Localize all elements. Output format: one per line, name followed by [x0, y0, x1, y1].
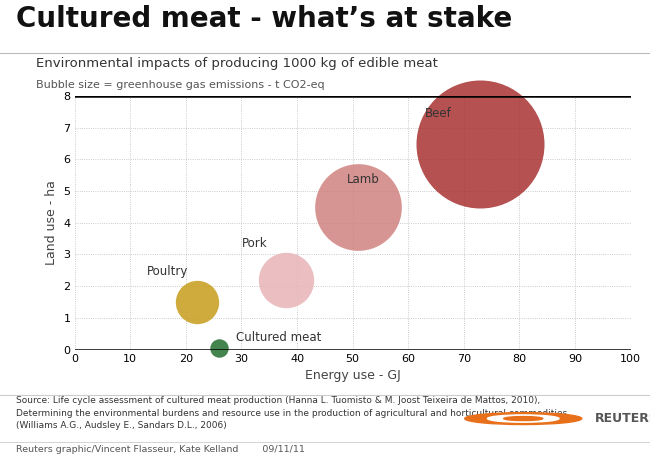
Point — [192, 298, 202, 306]
Text: Bubble size = greenhouse gas emissions - t CO2-eq: Bubble size = greenhouse gas emissions -… — [36, 80, 324, 90]
Text: REUTERS: REUTERS — [595, 412, 650, 425]
Point — [353, 203, 363, 211]
Circle shape — [488, 415, 559, 422]
Text: Cultured meat: Cultured meat — [236, 331, 321, 344]
Text: Source: Life cycle assessment of cultured meat production (Hanna L. Tuomisto & M: Source: Life cycle assessment of culture… — [16, 396, 567, 430]
Circle shape — [465, 413, 582, 425]
Text: Reuters graphic/Vincent Flasseur, Kate Kelland        09/11/11: Reuters graphic/Vincent Flasseur, Kate K… — [16, 445, 305, 454]
Point — [475, 140, 486, 147]
Text: Lamb: Lamb — [347, 173, 380, 186]
Circle shape — [504, 417, 543, 420]
X-axis label: Energy use - GJ: Energy use - GJ — [305, 369, 400, 383]
Text: Poultry: Poultry — [147, 265, 188, 278]
Text: Cultured meat - what’s at stake: Cultured meat - what’s at stake — [16, 5, 512, 32]
Text: Pork: Pork — [242, 237, 267, 250]
Point — [214, 345, 224, 352]
Text: Environmental impacts of producing 1000 kg of edible meat: Environmental impacts of producing 1000 … — [36, 57, 437, 69]
Y-axis label: Land use - ha: Land use - ha — [45, 181, 58, 265]
Text: Beef: Beef — [425, 107, 452, 120]
Point — [281, 276, 291, 283]
